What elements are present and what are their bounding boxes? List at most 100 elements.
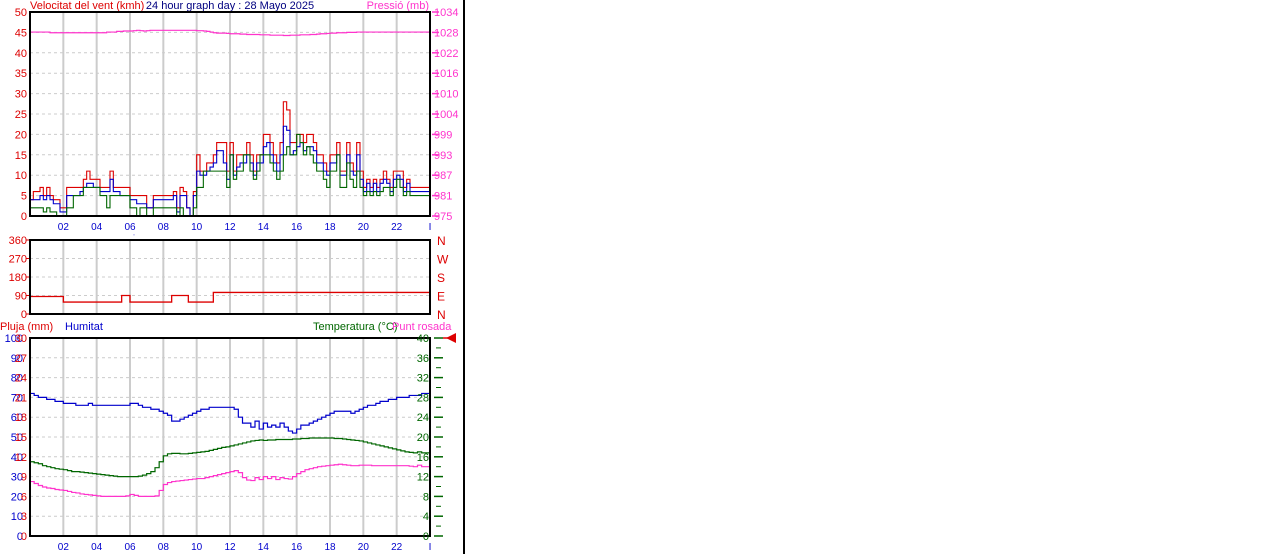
temperature-axis-tick: 0	[423, 531, 429, 543]
wind-axis-tick: 20	[15, 129, 27, 141]
humidity-axis-tick: 60	[11, 412, 23, 424]
series-humitat	[30, 392, 430, 434]
wind-axis-tick: 5	[21, 191, 27, 203]
hour-tick-14: 14	[258, 222, 270, 233]
hour-tick-14: 14	[258, 542, 270, 553]
hour-tick-08: 08	[158, 542, 170, 553]
temperature-humidity-chart: Pluja (mm) Humitat Temperatura (°C)Punt ro…	[0, 321, 456, 554]
wind-axis-tick: 25	[15, 109, 27, 121]
pressure-axis-tick: 1010	[434, 89, 458, 101]
temperature-axis-tick: 40	[417, 333, 429, 345]
plot-frame	[29, 337, 431, 537]
wind-speed-chart: Velocitat del vent (kmh) 24 hour graph da…	[15, 0, 459, 236]
temperature-axis-tick: 32	[417, 373, 429, 385]
wind-axis-tick: 0	[21, 211, 27, 223]
hour-tick-12: 12	[224, 222, 236, 233]
pressure-axis-tick: 1034	[434, 7, 458, 19]
direction-axis-tick: 0	[21, 309, 27, 321]
compass-tick-n: N	[437, 308, 446, 322]
rain-axis-tick: 27	[15, 353, 27, 365]
rain-axis-tick: 21	[15, 392, 27, 404]
temperature-axis-tick: 16	[417, 452, 429, 464]
pressure-axis-tick: 981	[434, 191, 452, 203]
humidity-panel-title: Humitat	[65, 321, 103, 333]
humidity-axis-tick: 90	[11, 353, 23, 365]
humidity-axis-tick: 100	[5, 333, 23, 345]
hour-tick-20: 20	[358, 542, 370, 553]
wind-axis-tick: 45	[15, 27, 27, 39]
temperature-axis-tick: 4	[423, 511, 429, 523]
wind-axis-tick: 35	[15, 68, 27, 80]
compass-tick-s: S	[437, 271, 445, 285]
plot-frame	[29, 239, 431, 315]
wind-direction-panel: 360 270 180 90 0 N W S E N	[0, 236, 465, 322]
hour-tick-16: 16	[291, 222, 303, 233]
humidity-axis-tick: 70	[11, 392, 23, 404]
hour-tick-16: 16	[291, 542, 303, 553]
hour-tick-02: 02	[58, 222, 70, 233]
pressure-axis-tick: 1022	[434, 48, 458, 60]
wind-axis-tick: 10	[15, 170, 27, 182]
hour-tick-18: 18	[324, 542, 336, 553]
temperature-axis-tick: 12	[417, 472, 429, 484]
temperature-axis-tick: 20	[417, 432, 429, 444]
hour-tick-02: 02	[58, 542, 70, 553]
rain-axis-tick: 0	[21, 531, 27, 543]
wind-axis-tick: 50	[15, 7, 27, 19]
pressure-axis-tick: 987	[434, 170, 452, 182]
pressure-axis-tick: 993	[434, 150, 452, 162]
rain-axis-tick: 12	[15, 452, 27, 464]
hour-tick-04: 04	[91, 542, 103, 553]
direction-axis-tick: 180	[9, 272, 27, 284]
humidity-axis-tick: 80	[11, 373, 23, 385]
rain-panel-title: Pluja (mm)	[0, 321, 53, 333]
series-pressure	[30, 29, 430, 37]
wind-axis-tick: 30	[15, 89, 27, 101]
wind-axis-tick: 15	[15, 150, 27, 162]
pressure-axis-tick: 1016	[434, 68, 458, 80]
hour-tick-22: 22	[391, 542, 403, 553]
humidity-axis-tick: 10	[11, 511, 23, 523]
hour-tick-18: 18	[324, 222, 336, 233]
hour-tick-04: 04	[91, 222, 103, 233]
temperature-axis-tick: 36	[417, 353, 429, 365]
hour-tick-22: 22	[391, 222, 403, 233]
dewpoint-panel-title: Punt rosada	[392, 321, 452, 333]
graph-sheet: Velocitat del vent (kmh) 24 hour graph da…	[0, 0, 465, 554]
rain-axis-tick: 9	[21, 472, 27, 484]
rain-axis-tick: 3	[21, 511, 27, 523]
compass-tick-n: N	[437, 236, 446, 248]
temperature-panel-title: Temperatura (°C)	[313, 321, 397, 333]
hour-tick-I: I	[429, 542, 432, 553]
rain-axis-tick: 15	[15, 432, 27, 444]
wind-axis-tick: 40	[15, 48, 27, 60]
temperature-axis-tick: 8	[423, 491, 429, 503]
direction-axis-tick: 270	[9, 254, 27, 266]
humidity-axis-tick: 20	[11, 491, 23, 503]
hour-tick-06: 06	[124, 222, 136, 233]
hour-tick-10: 10	[191, 542, 203, 553]
temperature-axis-tick: 28	[417, 392, 429, 404]
sunrise-label: sunrise	[115, 233, 144, 236]
rain-axis-tick: 24	[15, 373, 27, 385]
plot-frame	[29, 11, 431, 217]
hour-tick-20: 20	[358, 222, 370, 233]
rain-axis-tick: 6	[21, 491, 27, 503]
series-wind-direction	[30, 291, 430, 303]
humidity-axis-tick: 30	[11, 472, 23, 484]
series-velocitat-m-nima	[30, 133, 430, 217]
direction-axis-tick: 360	[9, 236, 27, 247]
hour-tick-12: 12	[224, 542, 236, 553]
pressure-axis-tick: 999	[434, 129, 452, 141]
hour-tick-06: 06	[124, 542, 136, 553]
humidity-axis-tick: 50	[11, 432, 23, 444]
direction-axis-tick: 90	[15, 291, 27, 303]
pressure-axis-tick: 975	[434, 211, 452, 223]
pressure-axis-tick: 1004	[434, 109, 458, 121]
hour-tick-08: 08	[158, 222, 170, 233]
wind-panel-title: Velocitat del vent (kmh)	[30, 0, 144, 12]
temperature-humidity-panel: Pluja (mm) Humitat Temperatura (°C) Punt ro…	[0, 320, 465, 554]
compass-tick-e: E	[437, 290, 445, 304]
wind-speed-panel: Velocitat del vent (kmh) 24 hour graph da…	[0, 0, 465, 236]
